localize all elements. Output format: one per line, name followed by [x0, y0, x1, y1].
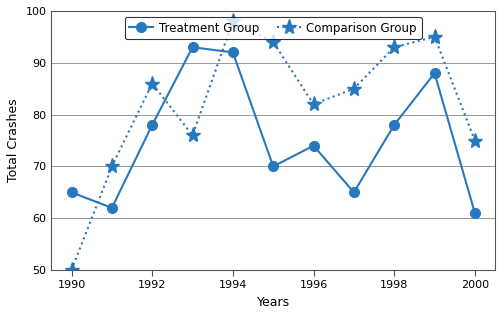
Comparison Group: [310, 102, 316, 106]
Treatment Group: [109, 206, 115, 210]
Treatment Group: [471, 211, 477, 215]
Comparison Group: [390, 45, 396, 49]
Treatment Group: [431, 71, 437, 75]
Comparison Group: [68, 268, 74, 272]
Comparison Group: [109, 165, 115, 168]
Comparison Group: [229, 19, 235, 23]
Comparison Group: [431, 35, 437, 39]
Treatment Group: [149, 123, 155, 127]
Treatment Group: [229, 51, 235, 54]
Comparison Group: [189, 133, 195, 137]
Comparison Group: [471, 139, 477, 143]
Line: Treatment Group: Treatment Group: [67, 42, 479, 218]
Legend: Treatment Group, Comparison Group: Treatment Group, Comparison Group: [124, 17, 421, 39]
Comparison Group: [270, 40, 276, 44]
Treatment Group: [350, 191, 356, 194]
Y-axis label: Total Crashes: Total Crashes: [7, 99, 20, 182]
Treatment Group: [189, 45, 195, 49]
Comparison Group: [350, 87, 356, 91]
X-axis label: Years: Years: [256, 296, 289, 309]
Line: Comparison Group: Comparison Group: [64, 14, 481, 278]
Treatment Group: [68, 191, 74, 194]
Treatment Group: [270, 165, 276, 168]
Treatment Group: [390, 123, 396, 127]
Comparison Group: [149, 82, 155, 85]
Treatment Group: [310, 144, 316, 148]
